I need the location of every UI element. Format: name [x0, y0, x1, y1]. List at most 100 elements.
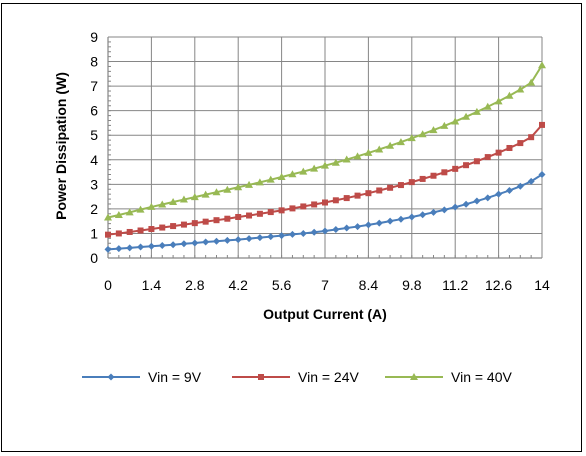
- data-point-series-1: [223, 236, 231, 244]
- data-point-series-1: [419, 211, 427, 219]
- data-point-series-2: [354, 192, 361, 199]
- legend-label: Vin = 40V: [451, 369, 513, 385]
- data-point-series-1: [462, 200, 470, 208]
- data-point-series-2: [278, 207, 285, 214]
- data-point-series-2: [256, 210, 263, 217]
- data-point-series-3: [342, 155, 351, 163]
- x-tick-label: 0: [104, 277, 112, 293]
- data-point-series-2: [343, 195, 350, 202]
- y-tick-label: 2: [90, 201, 98, 217]
- data-point-series-3: [190, 193, 199, 201]
- data-point-series-3: [516, 85, 525, 93]
- x-tick-labels: 0 1.4 2.8 4.2 5.6 7 8.4 9.8 11.2 12.6 14: [104, 277, 550, 293]
- data-point-series-3: [396, 138, 405, 146]
- data-point-series-3: [418, 130, 427, 138]
- data-point-series-3: [407, 134, 416, 142]
- data-point-series-3: [451, 117, 460, 125]
- legend-swatch-marker: [410, 373, 418, 380]
- data-point-series-1: [375, 219, 383, 227]
- data-point-series-3: [104, 213, 112, 221]
- data-point-series-1: [516, 182, 524, 190]
- data-point-series-2: [441, 169, 448, 176]
- data-point-series-1: [538, 171, 546, 179]
- data-point-series-1: [354, 223, 362, 231]
- data-point-series-1: [191, 239, 199, 247]
- legend-label: Vin = 24V: [298, 369, 360, 385]
- data-point-series-1: [299, 229, 307, 237]
- data-point-series-2: [463, 162, 470, 169]
- y-tick-label: 1: [90, 225, 98, 241]
- data-point-series-1: [473, 197, 481, 205]
- data-point-series-1: [386, 217, 394, 225]
- x-tick-label: 12.6: [485, 277, 512, 293]
- data-point-series-1: [147, 242, 155, 250]
- data-point-series-3: [494, 97, 503, 105]
- data-point-series-1: [505, 186, 513, 194]
- y-tick-label: 0: [90, 250, 98, 266]
- data-point-series-3: [277, 172, 286, 180]
- data-point-series-2: [202, 218, 209, 225]
- data-point-series-3: [125, 208, 134, 216]
- data-point-series-1: [245, 235, 253, 243]
- data-point-series-2: [115, 230, 122, 237]
- x-tick-label: 1.4: [142, 277, 162, 293]
- data-point-series-1: [278, 232, 286, 240]
- data-point-series-2: [506, 144, 513, 151]
- data-point-series-2: [430, 172, 437, 179]
- legend-swatch-marker: [107, 373, 115, 381]
- data-point-series-3: [321, 161, 329, 169]
- data-point-series-2: [452, 165, 459, 172]
- data-point-series-2: [365, 190, 372, 197]
- data-point-series-2: [289, 205, 296, 212]
- data-point-series-2: [235, 213, 242, 220]
- x-tick-label: 5.6: [272, 277, 292, 293]
- data-point-series-3: [266, 175, 275, 183]
- data-point-series-3: [364, 148, 373, 156]
- data-point-series-2: [213, 217, 220, 224]
- data-point-series-3: [147, 202, 156, 210]
- x-tick-label: 7: [321, 277, 329, 293]
- x-axis-title: Output Current (A): [263, 306, 387, 322]
- data-point-series-1: [408, 213, 416, 221]
- data-point-series-3: [179, 195, 188, 203]
- legend-item-1: Vin = 9V: [82, 369, 202, 385]
- data-point-series-1: [267, 233, 275, 241]
- data-point-series-1: [288, 230, 296, 238]
- data-point-series-3: [386, 141, 395, 149]
- data-point-series-1: [364, 221, 372, 229]
- x-tick-label: 14: [534, 277, 550, 293]
- data-point-series-2: [539, 121, 545, 128]
- data-point-series-1: [169, 241, 177, 249]
- y-tick-label: 9: [90, 29, 98, 45]
- data-point-series-2: [159, 224, 166, 231]
- data-point-series-1: [158, 241, 166, 249]
- data-point-series-1: [451, 203, 459, 211]
- y-tick-label: 5: [90, 127, 98, 143]
- data-point-series-3: [310, 164, 319, 172]
- data-point-series-1: [202, 238, 210, 246]
- data-point-series-1: [115, 245, 123, 253]
- data-point-series-2: [191, 220, 198, 227]
- data-point-series-2: [484, 154, 491, 161]
- data-point-series-3: [114, 211, 123, 219]
- data-point-series-2: [419, 175, 426, 182]
- data-point-series-1: [104, 245, 112, 253]
- data-point-series-3: [245, 180, 254, 188]
- x-tick-label: 2.8: [185, 277, 205, 293]
- data-point-series-2: [495, 149, 502, 156]
- data-point-series-3: [331, 158, 340, 166]
- x-tick-label: 11.2: [442, 277, 468, 293]
- data-point-series-2: [246, 212, 253, 219]
- data-point-series-2: [528, 134, 535, 141]
- data-point-series-3: [288, 170, 297, 178]
- data-point-series-3: [472, 107, 481, 115]
- data-point-series-3: [505, 91, 514, 99]
- x-tick-label: 4.2: [228, 277, 248, 293]
- data-point-series-1: [321, 227, 329, 235]
- data-point-series-2: [473, 158, 480, 165]
- data-point-series-2: [267, 209, 274, 216]
- y-tick-label: 7: [90, 78, 98, 94]
- data-point-series-3: [527, 78, 536, 86]
- legend: Vin = 9V Vin = 24V Vin = 40V: [82, 369, 513, 385]
